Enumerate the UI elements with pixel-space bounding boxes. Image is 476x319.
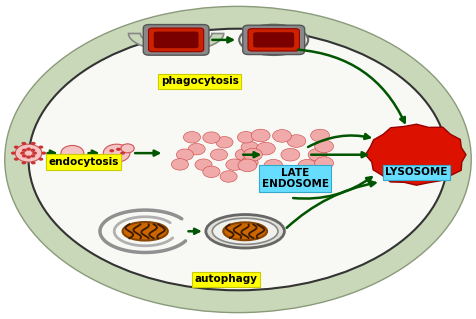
Circle shape	[216, 137, 233, 148]
Circle shape	[308, 148, 327, 161]
Circle shape	[238, 159, 257, 172]
FancyBboxPatch shape	[149, 28, 204, 52]
Circle shape	[176, 149, 193, 160]
Circle shape	[203, 132, 220, 143]
Circle shape	[116, 148, 121, 151]
Circle shape	[311, 129, 329, 142]
FancyBboxPatch shape	[248, 29, 299, 51]
Circle shape	[298, 160, 317, 172]
Circle shape	[11, 152, 16, 155]
Circle shape	[257, 142, 275, 155]
Circle shape	[39, 158, 43, 161]
Circle shape	[30, 149, 35, 152]
Circle shape	[26, 147, 31, 151]
Circle shape	[30, 154, 35, 158]
Circle shape	[21, 161, 26, 164]
Text: LATE
ENDOSOME: LATE ENDOSOME	[262, 168, 328, 189]
Text: LYSOSOME: LYSOSOME	[385, 167, 448, 177]
Circle shape	[241, 157, 258, 168]
Text: phagocytosis: phagocytosis	[161, 76, 239, 86]
Polygon shape	[366, 124, 466, 185]
Circle shape	[22, 149, 27, 152]
Circle shape	[281, 148, 300, 161]
Circle shape	[21, 142, 26, 145]
Circle shape	[20, 152, 25, 155]
Circle shape	[273, 130, 291, 142]
FancyBboxPatch shape	[154, 32, 198, 48]
Circle shape	[203, 166, 220, 178]
Circle shape	[121, 144, 134, 153]
Circle shape	[235, 149, 252, 160]
Ellipse shape	[212, 218, 278, 244]
Circle shape	[14, 145, 19, 149]
Circle shape	[264, 160, 283, 172]
Circle shape	[241, 141, 258, 153]
Ellipse shape	[123, 222, 168, 241]
Circle shape	[22, 154, 27, 158]
Circle shape	[61, 145, 84, 161]
Text: endocytosis: endocytosis	[48, 157, 119, 167]
Circle shape	[220, 171, 237, 182]
Circle shape	[31, 161, 36, 164]
Circle shape	[31, 142, 36, 145]
FancyBboxPatch shape	[253, 32, 294, 48]
Ellipse shape	[223, 222, 267, 240]
Text: autophagy: autophagy	[195, 274, 258, 284]
Circle shape	[238, 131, 255, 143]
Circle shape	[226, 159, 243, 170]
Circle shape	[287, 135, 306, 147]
Circle shape	[15, 144, 42, 162]
Circle shape	[26, 156, 31, 159]
FancyBboxPatch shape	[243, 25, 305, 55]
Circle shape	[273, 167, 291, 180]
FancyBboxPatch shape	[143, 25, 209, 55]
Ellipse shape	[206, 214, 285, 248]
Circle shape	[195, 159, 212, 170]
Circle shape	[210, 149, 228, 160]
Ellipse shape	[244, 28, 304, 52]
Circle shape	[109, 154, 114, 157]
Circle shape	[109, 149, 114, 152]
Circle shape	[315, 140, 334, 153]
Circle shape	[41, 152, 46, 155]
Circle shape	[183, 131, 200, 143]
Circle shape	[116, 155, 121, 159]
Circle shape	[32, 152, 37, 155]
Circle shape	[188, 144, 205, 155]
Circle shape	[251, 129, 270, 142]
Polygon shape	[129, 33, 224, 51]
Ellipse shape	[5, 6, 471, 313]
Circle shape	[315, 157, 334, 169]
Circle shape	[244, 148, 262, 161]
Circle shape	[120, 152, 125, 155]
Circle shape	[103, 144, 130, 162]
Ellipse shape	[29, 29, 447, 290]
Circle shape	[291, 172, 310, 185]
Ellipse shape	[239, 25, 308, 55]
Circle shape	[171, 159, 188, 170]
Circle shape	[14, 158, 19, 161]
Circle shape	[39, 145, 43, 149]
